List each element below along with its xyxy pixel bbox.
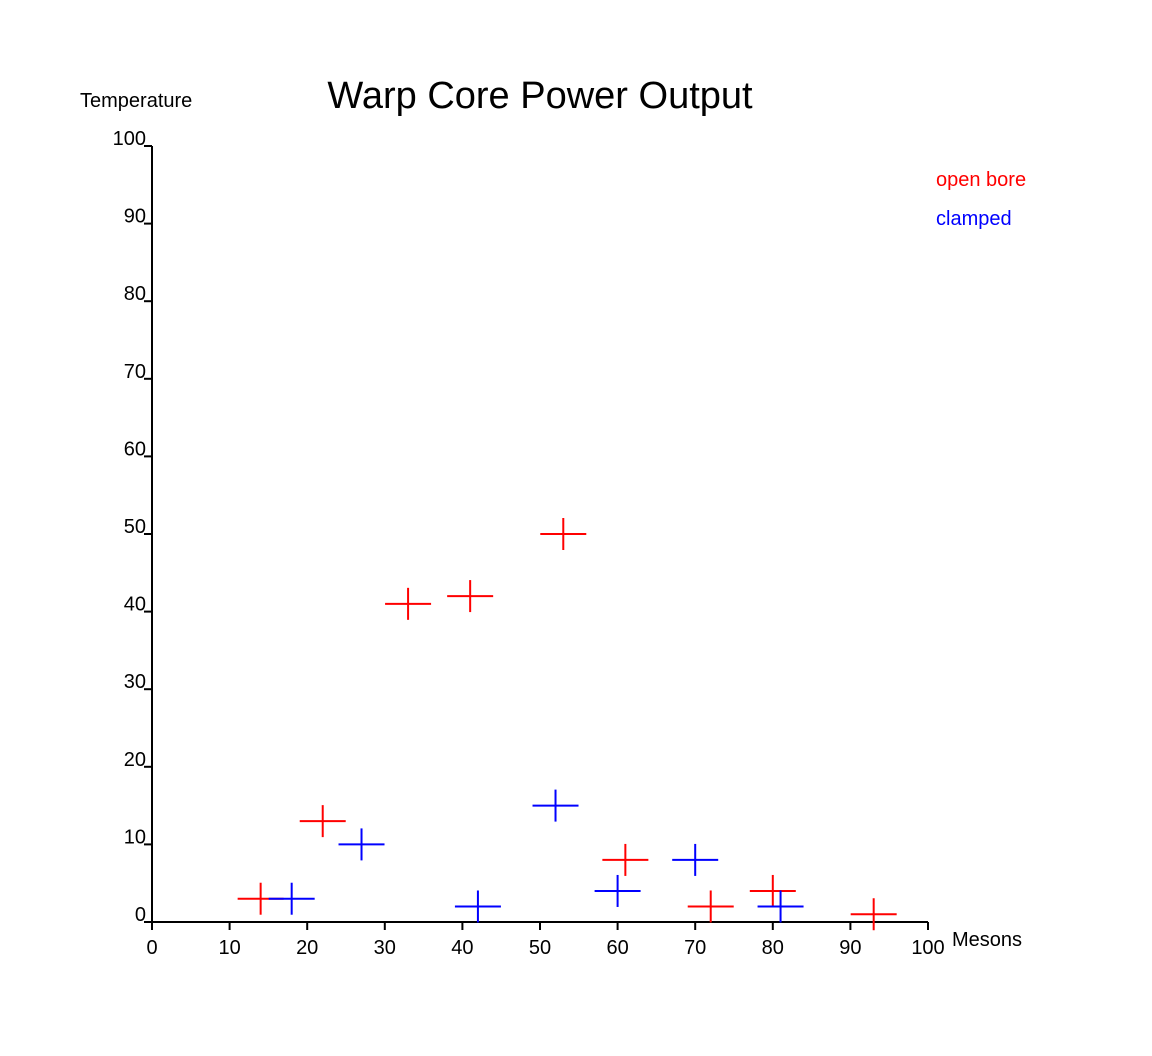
data-point xyxy=(749,874,796,907)
x-tick-label: 10 xyxy=(218,937,240,959)
chart-title: Warp Core Power Output xyxy=(327,75,753,117)
legend-item: clamped xyxy=(936,208,1012,230)
y-tick-label: 50 xyxy=(124,516,146,538)
x-tick-label: 60 xyxy=(606,937,628,959)
data-point xyxy=(672,843,719,876)
data-point xyxy=(532,789,579,822)
y-tick-label: 30 xyxy=(124,671,146,693)
legend-item: open bore xyxy=(936,169,1026,191)
x-tick-label: 100 xyxy=(911,937,944,959)
y-tick-label: 80 xyxy=(124,283,146,305)
x-axis-ticks: 0 10 20 30 40 50 60 70 80 90 100 xyxy=(146,922,945,959)
data-point xyxy=(385,587,432,620)
y-tick-label: 60 xyxy=(124,438,146,460)
y-tick-label: 90 xyxy=(124,206,146,228)
y-axis-ticks: 0 10 20 30 40 50 60 70 80 90 100 xyxy=(113,128,152,926)
x-tick-label: 0 xyxy=(146,937,157,959)
y-tick-label: 10 xyxy=(124,826,146,848)
data-points xyxy=(237,518,897,931)
data-point xyxy=(268,882,315,915)
legend: open bore clamped xyxy=(936,169,1026,230)
y-tick-label: 100 xyxy=(113,128,146,150)
x-tick-label: 30 xyxy=(374,937,396,959)
data-point xyxy=(540,518,587,550)
data-point xyxy=(299,805,346,838)
x-tick-label: 90 xyxy=(839,937,861,959)
data-point xyxy=(687,890,734,923)
x-tick-label: 20 xyxy=(296,937,318,959)
data-point xyxy=(757,890,804,923)
x-tick-label: 70 xyxy=(684,937,706,959)
y-tick-label: 0 xyxy=(135,904,146,926)
x-tick-label: 40 xyxy=(451,937,473,959)
y-tick-label: 20 xyxy=(124,749,146,771)
y-tick-label: 70 xyxy=(124,361,146,383)
data-point xyxy=(447,580,494,613)
data-point xyxy=(602,843,649,876)
x-tick-label: 50 xyxy=(529,937,551,959)
data-point xyxy=(454,890,501,923)
x-axis-title: Mesons xyxy=(952,929,1022,951)
x-tick-label: 80 xyxy=(762,937,784,959)
data-point xyxy=(850,898,897,931)
y-axis-title: Temperature xyxy=(80,90,192,112)
data-point xyxy=(338,828,385,861)
y-tick-label: 40 xyxy=(124,594,146,616)
data-point xyxy=(594,874,641,907)
